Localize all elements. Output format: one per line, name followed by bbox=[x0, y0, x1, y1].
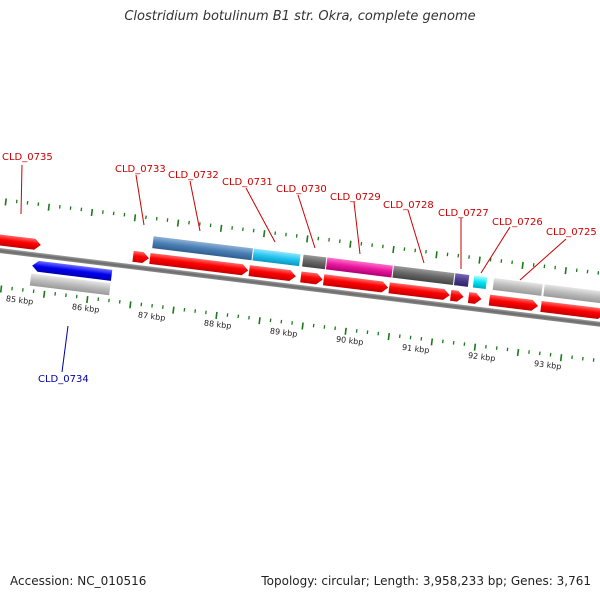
major-tick bbox=[392, 245, 395, 254]
major-tick bbox=[176, 219, 180, 227]
topology-info: Topology: circular; Length: 3,958,233 bp… bbox=[261, 574, 591, 588]
major-tick bbox=[258, 317, 261, 325]
kbp-label: 91 kbp bbox=[401, 343, 429, 355]
inner-tick-ruler bbox=[0, 285, 595, 362]
major-tick bbox=[301, 322, 304, 330]
major-tick bbox=[435, 251, 438, 259]
genome-backbone bbox=[0, 246, 600, 330]
cog-track bbox=[152, 236, 600, 305]
cog-block-purple bbox=[453, 273, 470, 287]
cds-arrow bbox=[132, 250, 149, 264]
major-tick bbox=[387, 333, 391, 341]
cog-block-lightgray bbox=[492, 277, 543, 296]
major-tick bbox=[219, 224, 223, 232]
kbp-label: 89 kbp bbox=[269, 327, 297, 339]
outer-tick-ruler bbox=[4, 198, 600, 275]
kbp-label: 85 kbp bbox=[5, 294, 33, 306]
cds-arrow bbox=[149, 252, 249, 276]
cog-block-steelblue bbox=[152, 236, 253, 261]
gene-label-cld-0727[interactable]: CLD_0727 bbox=[438, 208, 489, 219]
kbp-label: 92 kbp bbox=[467, 351, 495, 363]
cog-block-gray bbox=[302, 254, 327, 270]
cds-arrow-reverse bbox=[32, 260, 113, 281]
cog-block-darkgray bbox=[392, 265, 455, 286]
cds-arrow bbox=[322, 274, 389, 293]
kbp-label: 86 kbp bbox=[71, 302, 99, 314]
major-tick bbox=[306, 235, 309, 243]
major-tick bbox=[129, 301, 132, 309]
gene-label-cld-0729[interactable]: CLD_0729 bbox=[330, 192, 381, 203]
genome-title: Clostridium botulinum B1 str. Okra, comp… bbox=[124, 9, 476, 24]
kbp-label: 90 kbp bbox=[335, 335, 363, 347]
gene-label-cld-0728[interactable]: CLD_0728 bbox=[383, 200, 434, 211]
gene-label-cld-0726[interactable]: CLD_0726 bbox=[492, 217, 543, 228]
major-tick bbox=[262, 230, 266, 238]
gene-label-cld-0735[interactable]: CLD_0735 bbox=[2, 152, 53, 163]
cog-block-lightgray bbox=[29, 273, 111, 296]
gene-callouts bbox=[20, 164, 567, 373]
cog-block-lightgray bbox=[543, 284, 600, 305]
major-tick bbox=[133, 214, 137, 222]
gene-label-cld-0733[interactable]: CLD_0733 bbox=[115, 164, 166, 175]
cds-arrow bbox=[0, 234, 41, 250]
major-tick bbox=[478, 256, 481, 264]
cds-arrow bbox=[540, 300, 600, 319]
gene-label-cld-0731[interactable]: CLD_0731 bbox=[222, 177, 273, 188]
gene-label-cld-0725[interactable]: CLD_0725 bbox=[546, 227, 597, 238]
gene-label-cld-0734[interactable]: CLD_0734 bbox=[38, 374, 89, 385]
major-tick bbox=[0, 285, 3, 293]
accession-info: Accession: NC_010516 bbox=[10, 574, 147, 588]
major-tick bbox=[516, 348, 520, 357]
forward-cds-track bbox=[0, 234, 600, 319]
cds-arrow bbox=[300, 271, 323, 285]
major-tick bbox=[90, 208, 94, 217]
gene-labels: CLD_0735 CLD_0733 CLD_0732 CLD_0731 CLD_… bbox=[2, 152, 597, 385]
major-tick bbox=[564, 267, 567, 275]
major-tick bbox=[344, 327, 347, 335]
gene-label-cld-0730[interactable]: CLD_0730 bbox=[276, 184, 327, 195]
major-tick bbox=[473, 343, 477, 351]
cds-arrow bbox=[488, 294, 539, 311]
major-tick bbox=[4, 198, 7, 206]
kbp-label: 87 kbp bbox=[137, 310, 165, 322]
cds-arrow bbox=[467, 292, 482, 304]
kbp-label: 88 kbp bbox=[203, 319, 231, 331]
major-tick bbox=[521, 261, 524, 269]
cog-block-cyan bbox=[252, 248, 301, 267]
gene-label-cld-0732[interactable]: CLD_0732 bbox=[168, 170, 219, 181]
cog-block-brightcyan bbox=[472, 275, 488, 290]
cds-arrow bbox=[248, 265, 296, 282]
major-tick bbox=[47, 203, 51, 211]
cds-arrow bbox=[450, 289, 464, 302]
cds-arrow bbox=[388, 282, 450, 300]
major-tick bbox=[42, 290, 46, 298]
major-tick bbox=[430, 338, 434, 346]
cog-block-magenta bbox=[325, 257, 393, 278]
reverse-cds-track bbox=[29, 260, 113, 296]
kbp-labels: 85 kbp 86 kbp 87 kbp 88 kbp 89 kbp 90 kbp 91 k… bbox=[5, 294, 561, 371]
major-tick bbox=[349, 240, 352, 248]
major-tick bbox=[559, 354, 563, 362]
major-tick bbox=[215, 311, 218, 320]
kbp-label: 93 kbp bbox=[533, 359, 561, 371]
major-tick bbox=[86, 295, 89, 304]
major-tick bbox=[172, 306, 175, 314]
